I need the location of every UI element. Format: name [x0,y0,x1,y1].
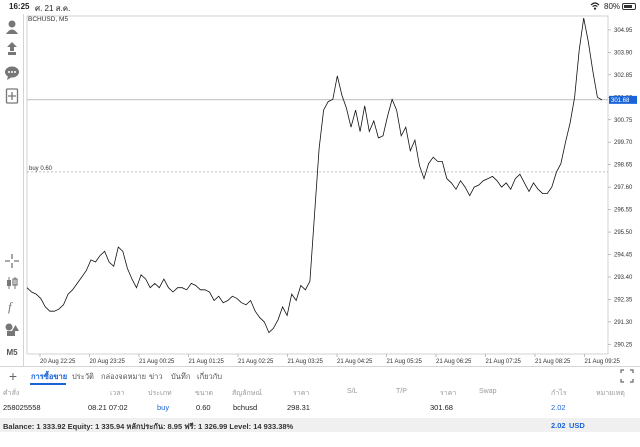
period-button[interactable]: M5 [6,348,18,357]
tab-active-underline [30,383,66,385]
price-tick-label: 304.95 [614,28,633,34]
expand-panel-icon[interactable] [620,369,634,383]
balance-summary: Balance: 1 333.92 Equity: 1 335.94 หลักป… [3,422,294,431]
order-type: buy [157,403,170,412]
currency-label: USD [569,421,585,430]
tab-news[interactable]: ข่าว [149,372,163,381]
price-tick-label: 298.65 [614,163,633,169]
price-tick-label: 303.90 [614,50,633,56]
tab-about[interactable]: เกี่ยวกับ [197,372,223,381]
battery-percent: 80% [604,2,621,11]
col-time: เวลา [110,390,125,397]
order-open-price: 298.31 [287,403,310,412]
time-tick-label: 21 Aug 08:25 [535,359,571,365]
tab-journal[interactable]: บันทึก [171,372,191,381]
price-chart[interactable]: 304.95303.90302.85301.80300.75299.70298.… [25,14,640,366]
indicators-icon[interactable]: f [3,297,21,315]
buy-order-label: buy 0.60 [29,166,53,172]
order-time: 08.21 07:02 [88,403,128,412]
order-id: 258025558 [3,403,41,412]
order-profit: 2.02 [551,403,566,412]
order-symbol: bchusd [233,403,258,412]
col-symbol: สัญลักษณ์ [232,390,262,397]
price-tick-label: 292.35 [614,297,633,303]
col-sl: S/L [347,388,358,395]
chart-symbol-title: BCHUSD, M5 [28,16,69,23]
col-volume: ขนาด [195,390,214,397]
status-bar: 16:25 ศ. 21 ส.ค. 80% [0,0,640,14]
price-tick-label: 294.45 [614,253,633,259]
time-tick-label: 21 Aug 01:25 [189,359,225,365]
price-tick-label: 299.70 [614,140,633,146]
chart-type-icon[interactable] [3,274,21,292]
time-tick-label: 21 Aug 05:25 [387,359,423,365]
trade-icon[interactable] [3,40,21,58]
add-icon[interactable]: + [8,368,18,384]
col-open-price: ราคา [293,390,310,397]
chat-icon[interactable] [3,64,21,82]
order-price: 301.68 [430,403,453,412]
time-tick-label: 21 Aug 03:25 [288,359,324,365]
time-tick-label: 21 Aug 06:25 [436,359,472,365]
chart-toolbar: f M5 [0,14,24,366]
time-tick-label: 21 Aug 09:25 [585,359,621,365]
price-series-line [26,18,603,334]
wifi-icon [590,2,600,10]
current-price-tag [609,95,637,104]
time-tick-label: 21 Aug 07:25 [486,359,522,365]
positions-header: คำสั่ง เวลา ประเภท ขนาด สัญลักษณ์ ราคา S… [0,385,640,398]
time-tick-label: 21 Aug 00:25 [139,359,175,365]
col-order: คำสั่ง [3,390,20,397]
status-time: 16:25 [9,2,30,11]
price-tick-label: 295.50 [614,230,633,236]
col-type: ประเภท [148,390,172,397]
plot-frame [26,15,609,355]
table-row[interactable]: 258025558 08.21 07:02 buy 0.60 bchusd 29… [0,400,640,414]
price-tick-label: 302.85 [614,73,633,79]
status-date: ศ. 21 ส.ค. [35,4,71,13]
svg-text:f: f [8,299,14,314]
time-tick-label: 21 Aug 04:25 [337,359,373,365]
order-volume: 0.60 [196,403,211,412]
balance-bar: Balance: 1 333.92 Equity: 1 335.94 หลักป… [0,418,640,432]
chart-canvas[interactable]: 304.95303.90302.85301.80300.75299.70298.… [25,14,640,366]
col-comment: หมายเหตุ [596,390,625,397]
time-tick-label: 20 Aug 22:25 [40,359,76,365]
price-tick-label: 290.25 [614,342,633,348]
current-price-label: 301.68 [611,98,630,104]
time-tick-label: 20 Aug 23:25 [90,359,126,365]
price-tick-label: 296.55 [614,208,633,214]
crosshair-icon[interactable] [3,252,21,270]
tab-history[interactable]: ประวัติ [72,372,94,381]
new-order-icon[interactable] [3,87,21,105]
time-tick-label: 21 Aug 02:25 [238,359,274,365]
objects-icon[interactable] [3,320,21,338]
terminal-tabs: + การซื้อขาย ประวัติ กล่องจดหมาย ข่าว บั… [0,366,640,385]
total-profit: 2.02 [551,421,566,430]
price-tick-label: 291.30 [614,320,633,326]
col-swap: Swap [479,388,497,395]
price-tick-label: 297.60 [614,185,633,191]
col-profit: กำไร [551,390,567,397]
tab-trade[interactable]: การซื้อขาย [31,372,68,381]
col-price: ราคา [440,390,457,397]
col-tp: T/P [396,388,407,395]
account-icon[interactable] [3,18,21,36]
price-tick-label: 293.40 [614,275,633,281]
tab-mailbox[interactable]: กล่องจดหมาย [101,372,147,381]
price-tick-label: 300.75 [614,118,633,124]
battery-icon [622,3,636,10]
